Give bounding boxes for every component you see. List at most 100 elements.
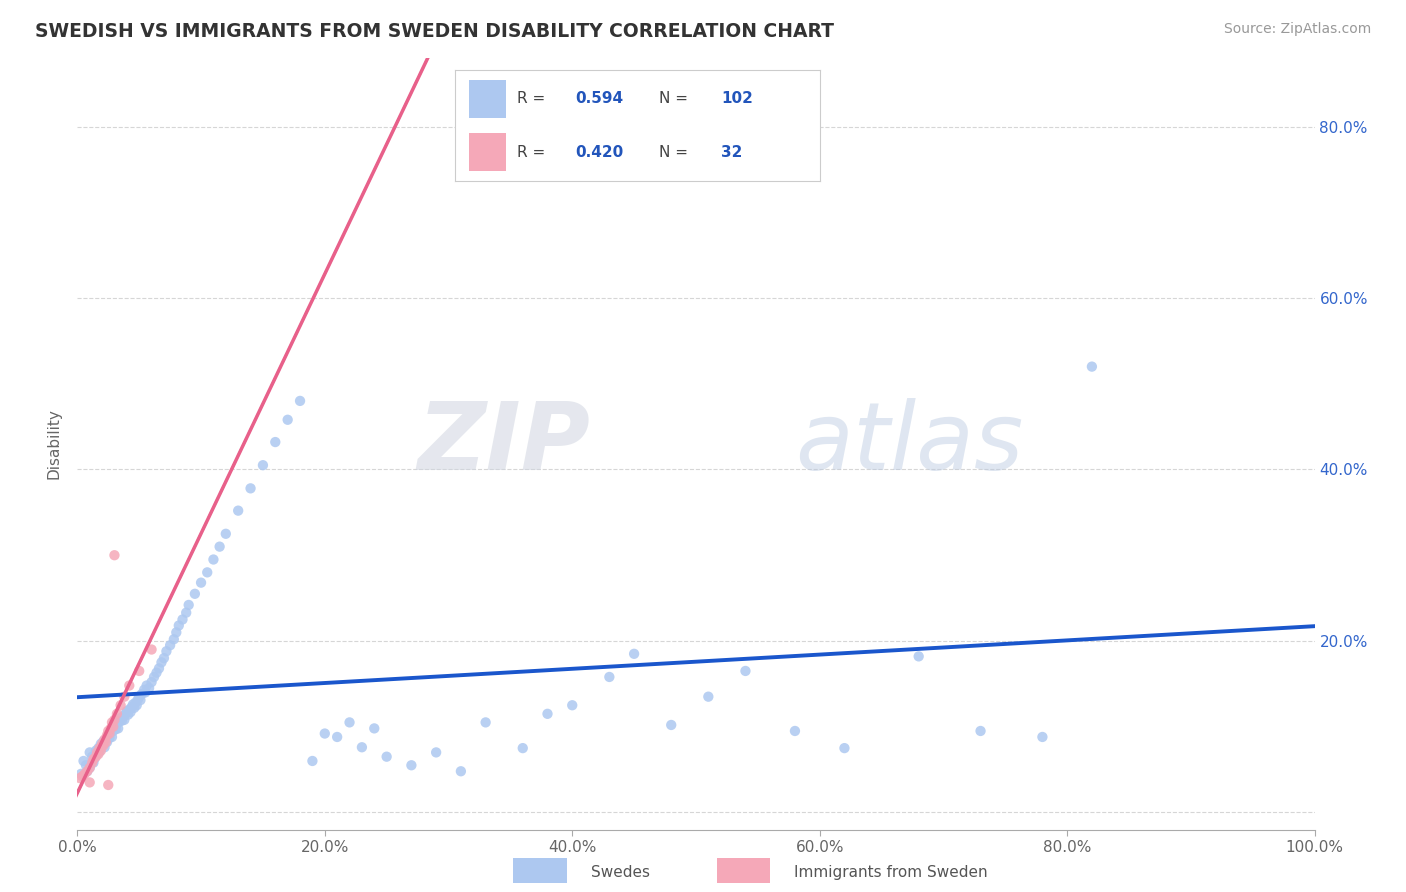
Point (93, 732, 115, 747)
Point (105, 706, 128, 721)
Point (91, 739, 114, 753)
Point (98, 731, 121, 745)
Text: Swedes: Swedes (591, 865, 650, 880)
Point (98, 726, 121, 740)
Point (101, 715, 124, 730)
Point (277, 413, 299, 427)
Point (512, 741, 534, 756)
Point (76, 764, 98, 779)
Point (103, 713, 125, 727)
Point (150, 656, 173, 670)
Point (87, 741, 110, 756)
Point (314, 726, 336, 740)
Point (697, 690, 720, 704)
Point (89, 741, 111, 756)
Point (172, 613, 194, 627)
Point (134, 682, 156, 697)
Point (86, 747, 108, 761)
Text: atlas: atlas (794, 398, 1024, 490)
Point (129, 693, 152, 707)
Point (125, 698, 148, 713)
Point (190, 575, 212, 590)
Point (96, 735, 118, 749)
Point (120, 705, 142, 719)
Text: Immigrants from Sweden: Immigrants from Sweden (794, 865, 988, 880)
Point (215, 526, 238, 541)
Point (110, 698, 132, 713)
Y-axis label: Disability: Disability (46, 409, 62, 479)
Point (167, 618, 190, 632)
Point (100, 725, 122, 739)
Point (101, 730, 124, 744)
Point (202, 552, 225, 566)
Point (252, 458, 274, 473)
Point (301, 754, 323, 768)
Point (155, 644, 177, 658)
Point (105, 717, 128, 731)
Text: Source: ZipAtlas.com: Source: ZipAtlas.com (1223, 22, 1371, 37)
Point (112, 709, 135, 723)
Point (834, 741, 856, 756)
Point (598, 670, 620, 684)
Point (103, 720, 125, 734)
Point (734, 664, 756, 678)
Point (128, 690, 150, 704)
Point (143, 670, 166, 684)
Point (89, 745, 111, 759)
Point (112, 713, 135, 727)
Point (375, 749, 398, 764)
Point (135, 679, 157, 693)
Point (103, 720, 125, 734)
Point (94, 732, 117, 747)
Point (138, 681, 160, 695)
Point (76, 764, 98, 779)
Point (86, 745, 108, 759)
Point (141, 675, 163, 690)
Point (100, 722, 122, 736)
Point (91, 739, 114, 753)
Point (107, 722, 129, 736)
Point (122, 698, 145, 712)
Point (118, 702, 141, 716)
Point (111, 714, 134, 728)
Point (83, 751, 105, 765)
Point (91, 737, 114, 751)
Point (115, 704, 138, 718)
Point (474, 715, 496, 730)
Point (75, 758, 97, 772)
Point (561, 698, 583, 713)
Point (79, 745, 101, 759)
Point (783, 723, 806, 738)
Point (122, 701, 145, 715)
Point (163, 632, 186, 647)
Point (159, 638, 181, 652)
Point (82, 752, 104, 766)
Point (79, 761, 101, 775)
Point (1081, 359, 1104, 374)
Point (195, 566, 218, 580)
Text: SWEDISH VS IMMIGRANTS FROM SWEDEN DISABILITY CORRELATION CHART: SWEDISH VS IMMIGRANTS FROM SWEDEN DISABI… (35, 22, 834, 41)
Point (82, 756, 104, 770)
Point (145, 665, 167, 680)
Point (264, 435, 287, 450)
Point (134, 685, 156, 699)
Point (110, 711, 132, 725)
Point (117, 707, 139, 722)
Point (165, 625, 187, 640)
Point (401, 758, 423, 772)
Point (536, 706, 558, 721)
Point (114, 706, 136, 721)
Point (72, 754, 94, 768)
Point (124, 696, 146, 710)
Point (91, 734, 114, 748)
Point (84, 744, 107, 758)
Point (93, 740, 115, 755)
Point (128, 664, 150, 678)
Point (108, 714, 131, 729)
Point (363, 722, 385, 736)
Point (141, 642, 163, 657)
Point (104, 723, 127, 737)
Point (184, 587, 207, 601)
Point (97, 723, 120, 738)
Point (69, 771, 91, 785)
